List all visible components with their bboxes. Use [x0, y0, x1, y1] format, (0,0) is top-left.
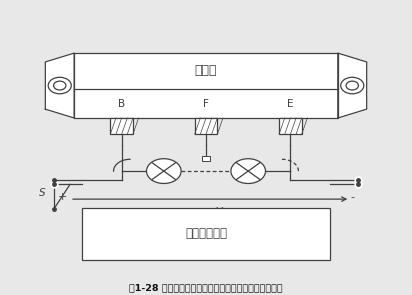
Text: U: U: [214, 206, 222, 217]
Bar: [82, 208, 330, 260]
Circle shape: [54, 81, 66, 90]
Polygon shape: [45, 53, 74, 118]
Circle shape: [341, 77, 364, 94]
Text: 调节器: 调节器: [195, 64, 217, 77]
Circle shape: [231, 159, 265, 183]
Text: S: S: [39, 188, 45, 198]
Text: -: -: [350, 192, 354, 202]
Circle shape: [48, 77, 71, 94]
Text: B: B: [118, 99, 125, 109]
Circle shape: [147, 159, 181, 183]
Bar: [279, 118, 302, 134]
Text: E: E: [287, 99, 294, 109]
Text: 图1-28 晶体管电压调节器类型的判别与性能检测接线图: 图1-28 晶体管电压调节器类型的判别与性能检测接线图: [129, 283, 283, 292]
Text: 可调直流电源: 可调直流电源: [185, 227, 227, 240]
Polygon shape: [338, 53, 367, 118]
Text: +: +: [58, 192, 67, 202]
Bar: [74, 53, 338, 118]
Bar: [202, 156, 210, 161]
Bar: [194, 118, 218, 134]
Circle shape: [346, 81, 358, 90]
Bar: [110, 118, 133, 134]
Text: F: F: [203, 99, 209, 109]
